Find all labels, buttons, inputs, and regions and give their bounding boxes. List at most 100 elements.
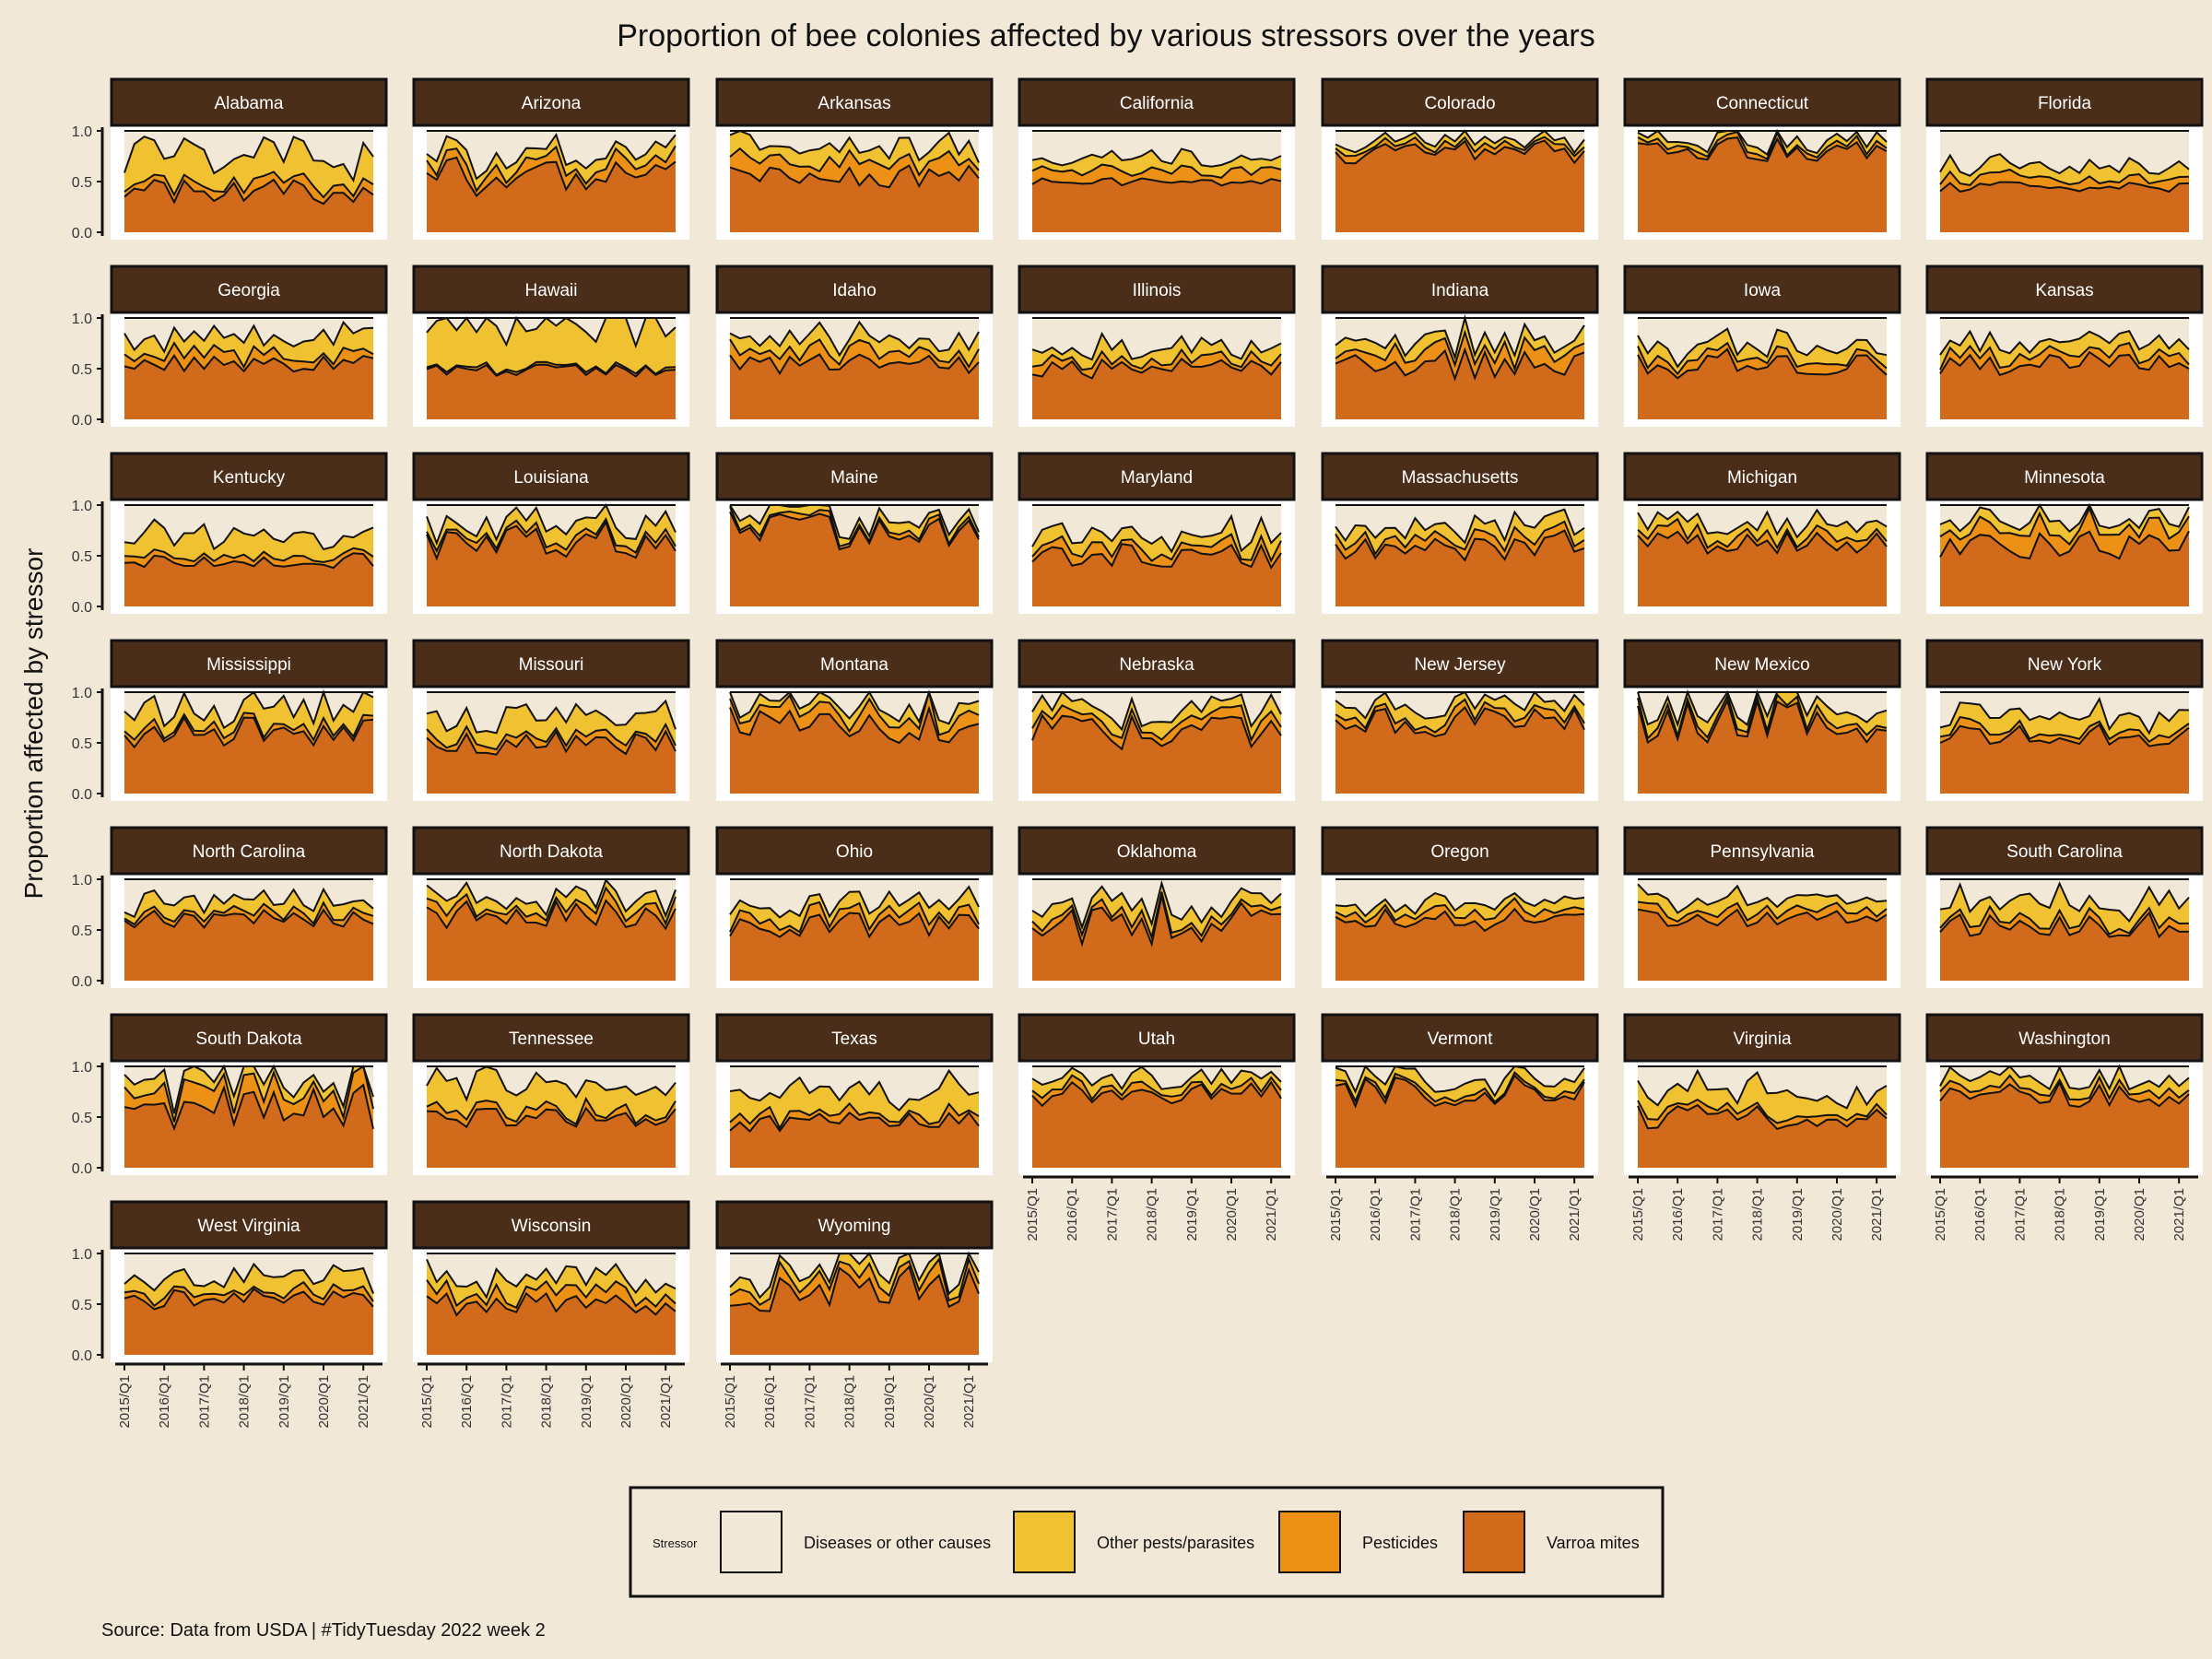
line-other-pests	[1031, 1065, 1282, 1091]
area-varroa	[1638, 1105, 1887, 1168]
line-pesticides	[1335, 1071, 1585, 1104]
line-other-pests	[426, 877, 677, 919]
x-tick-label: 2017/Q1	[196, 1375, 212, 1429]
facet-label: Ohio	[836, 842, 873, 862]
y-tick-label: 0.5	[72, 175, 92, 191]
line-varroa	[124, 552, 374, 570]
facet-strip	[110, 1200, 388, 1250]
area-varroa	[1032, 544, 1281, 606]
facet-label: Arkansas	[818, 94, 890, 113]
legend-key	[1463, 1511, 1525, 1573]
x-tick-label: 2018/Q1	[1750, 1188, 1766, 1241]
x-tick-label: 2020/Q1	[1527, 1188, 1543, 1241]
line-varroa	[729, 912, 980, 939]
x-tick-label: 2020/Q1	[618, 1375, 634, 1429]
line-pesticides	[426, 1096, 677, 1126]
line-pesticides	[1939, 168, 2190, 186]
x-tick-label: 2016/Q1	[459, 1375, 475, 1429]
facet-label: New York	[2028, 655, 2102, 675]
y-tick-label: 0.5	[72, 1298, 92, 1313]
y-tick-label: 0.5	[72, 549, 92, 565]
x-tick-label: 2016/Q1	[1368, 1188, 1383, 1241]
line-other-pests	[124, 518, 374, 551]
line-varroa	[1335, 347, 1585, 382]
facet-strip	[1925, 77, 2204, 127]
line-other-pests	[124, 887, 374, 919]
line-pesticides	[1939, 505, 2190, 546]
line-pesticides	[1939, 342, 2190, 371]
facet-strip	[412, 452, 690, 501]
facet-strip	[715, 77, 994, 127]
legend-label: Other pests/parasites	[1097, 1534, 1254, 1552]
line-varroa	[729, 1265, 980, 1312]
facet-strip	[1018, 452, 1296, 501]
x-tick-label: 2015/Q1	[419, 1375, 435, 1429]
line-other-pests	[729, 1068, 980, 1112]
x-tick-label: 2021/Q1	[658, 1375, 674, 1429]
panel-illinois: Illinois	[1018, 265, 1296, 427]
x-tick-label: 2019/Q1	[1790, 1188, 1806, 1241]
x-tick-label: 2019/Q1	[1184, 1188, 1200, 1241]
line-pesticides	[729, 691, 980, 736]
line-other-pests	[1335, 891, 1585, 918]
panel-georgia: Georgia 0.0 0.5 1.0	[72, 265, 388, 429]
facet-strip	[110, 77, 388, 127]
facet-strip	[412, 77, 690, 127]
chart-title: Proportion of bee colonies affected by v…	[617, 18, 1595, 53]
area-varroa	[1032, 715, 1281, 794]
x-tick-label: 2019/Q1	[2092, 1188, 2108, 1241]
facet-label: Utah	[1138, 1030, 1175, 1049]
legend: Stressor Diseases or other causes Other pe…	[629, 1486, 1665, 1598]
y-tick-label: 0.0	[72, 600, 92, 616]
x-tick-label: 2021/Q1	[2171, 1188, 2187, 1241]
panel-ohio: Ohio	[715, 826, 994, 988]
facet-label: North Carolina	[193, 842, 306, 862]
panel-colorado: Colorado	[1321, 77, 1599, 240]
x-tick-label: 2019/Q1	[882, 1375, 898, 1429]
facet-label: Connecticut	[1716, 94, 1809, 113]
facet-strip	[1018, 826, 1296, 876]
facet-strip	[1623, 1013, 1901, 1063]
line-pesticides	[1031, 347, 1282, 371]
panel-iowa: Iowa	[1623, 265, 1901, 427]
x-tick-label: 2016/Q1	[1670, 1188, 1686, 1241]
x-tick-label: 2015/Q1	[723, 1375, 738, 1429]
line-other-pests	[1031, 690, 1282, 732]
line-varroa	[1939, 723, 2190, 747]
line-varroa	[729, 705, 980, 745]
area-varroa	[124, 717, 373, 794]
line-other-pests	[426, 1065, 677, 1102]
line-pesticides	[426, 145, 677, 194]
area-varroa	[730, 1112, 979, 1168]
line-varroa	[1939, 350, 2190, 377]
line-pesticides	[426, 1278, 677, 1310]
facet-strip	[1623, 265, 1901, 314]
line-other-pests	[426, 1258, 677, 1300]
line-other-pests	[124, 1262, 374, 1294]
area-varroa	[124, 1085, 373, 1168]
y-tick-label: 1.0	[72, 312, 92, 327]
facet-label: Oregon	[1430, 842, 1488, 862]
facet-label: Arizona	[522, 94, 582, 113]
line-pesticides	[1335, 897, 1585, 924]
area-varroa	[730, 354, 979, 419]
facet-strip	[715, 265, 994, 314]
panel-new-mexico: New Mexico	[1623, 639, 1901, 801]
panel-montana: Montana	[715, 639, 994, 801]
y-tick-label: 0.0	[72, 1348, 92, 1364]
line-pesticides	[124, 712, 374, 742]
facet-strip	[412, 1013, 690, 1063]
facet-label: Virginia	[1733, 1030, 1791, 1049]
line-other-pests	[729, 885, 980, 919]
area-varroa	[1032, 895, 1281, 981]
line-pesticides	[1939, 1074, 2190, 1101]
line-pesticides	[124, 341, 374, 370]
x-tick-label: 2015/Q1	[1933, 1188, 1948, 1241]
facet-label: Tennessee	[509, 1030, 594, 1049]
panel-wisconsin: Wisconsin 2015/Q1 2016/Q1 2017/Q1 2018/Q1 201…	[412, 1200, 690, 1429]
panel-pennsylvania: Pennsylvania	[1623, 826, 1901, 988]
facet-label: Oklahoma	[1117, 842, 1197, 862]
facet-label: Maryland	[1121, 468, 1193, 488]
line-varroa	[1031, 177, 1282, 187]
